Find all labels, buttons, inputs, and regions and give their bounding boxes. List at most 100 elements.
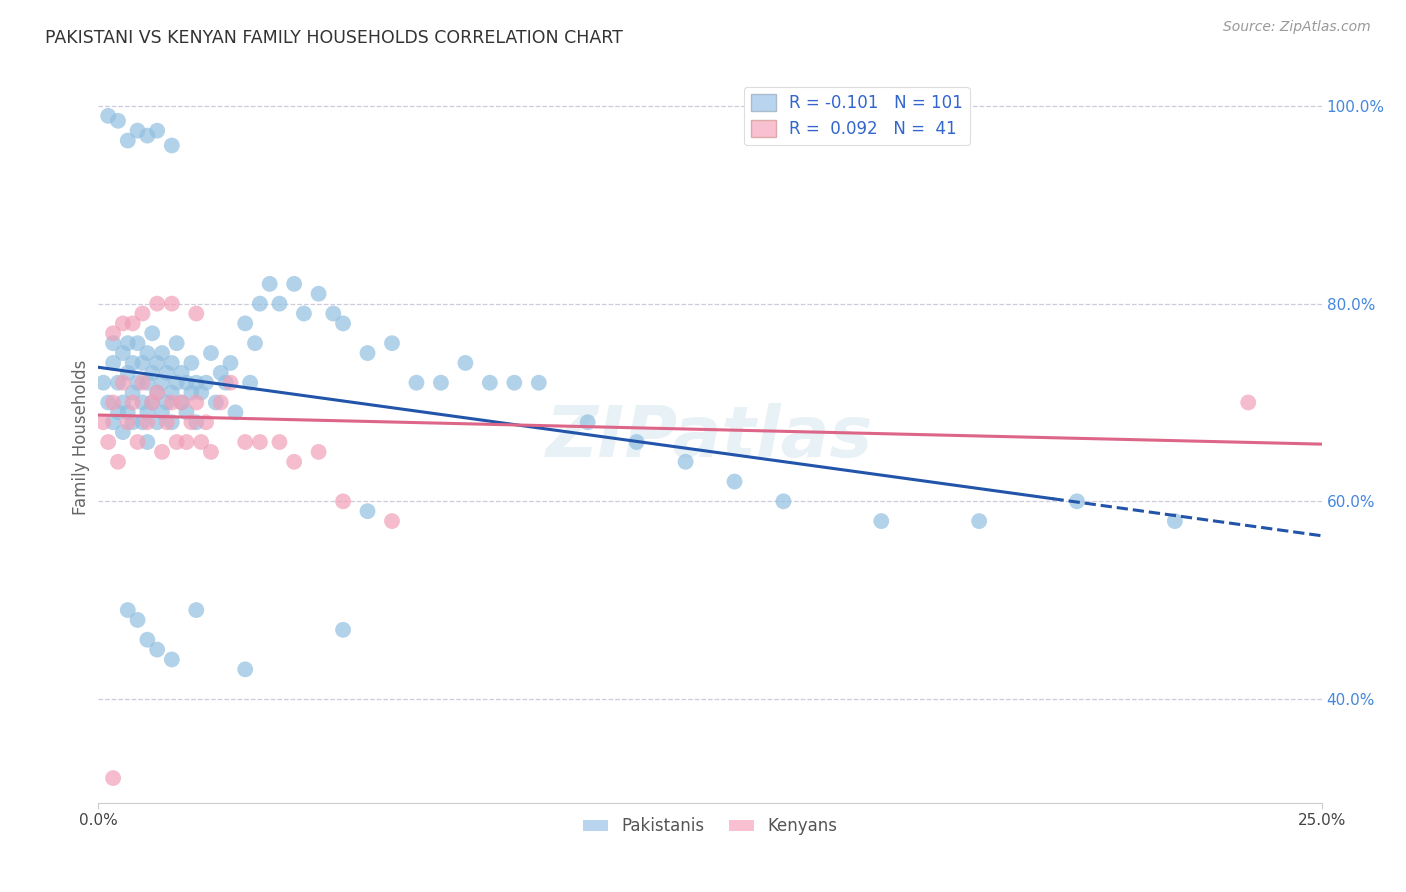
- Point: [381, 514, 404, 528]
- Point: [146, 385, 169, 400]
- Point: [170, 395, 193, 409]
- Point: [131, 306, 153, 320]
- Point: [121, 385, 143, 400]
- Point: [675, 455, 697, 469]
- Point: [186, 376, 208, 390]
- Point: [91, 415, 114, 429]
- Point: [97, 109, 120, 123]
- Point: [249, 296, 271, 310]
- Point: [249, 435, 271, 450]
- Point: [1066, 494, 1088, 508]
- Point: [478, 376, 501, 390]
- Point: [146, 385, 169, 400]
- Point: [107, 405, 129, 419]
- Point: [176, 405, 198, 419]
- Point: [121, 415, 143, 429]
- Point: [127, 435, 149, 450]
- Point: [150, 376, 173, 390]
- Point: [233, 435, 256, 450]
- Point: [146, 356, 169, 370]
- Point: [503, 376, 526, 390]
- Point: [117, 134, 139, 148]
- Point: [166, 435, 188, 450]
- Point: [170, 395, 193, 409]
- Point: [121, 395, 143, 409]
- Point: [233, 662, 256, 676]
- Text: ZIPatlas: ZIPatlas: [547, 402, 873, 472]
- Point: [111, 425, 134, 439]
- Point: [146, 123, 169, 137]
- Point: [259, 277, 281, 291]
- Point: [101, 356, 124, 370]
- Point: [156, 395, 179, 409]
- Point: [283, 277, 305, 291]
- Point: [233, 317, 256, 331]
- Point: [111, 346, 134, 360]
- Point: [209, 366, 232, 380]
- Point: [527, 376, 550, 390]
- Point: [186, 306, 208, 320]
- Point: [101, 771, 124, 785]
- Point: [127, 376, 149, 390]
- Point: [205, 395, 228, 409]
- Point: [166, 336, 188, 351]
- Point: [127, 336, 149, 351]
- Point: [117, 366, 139, 380]
- Text: PAKISTANI VS KENYAN FAMILY HOUSEHOLDS CORRELATION CHART: PAKISTANI VS KENYAN FAMILY HOUSEHOLDS CO…: [45, 29, 623, 46]
- Point: [141, 395, 163, 409]
- Point: [430, 376, 453, 390]
- Point: [107, 455, 129, 469]
- Point: [131, 395, 153, 409]
- Point: [117, 336, 139, 351]
- Point: [131, 376, 153, 390]
- Point: [117, 603, 139, 617]
- Point: [160, 296, 183, 310]
- Point: [136, 128, 159, 143]
- Point: [308, 286, 330, 301]
- Point: [200, 445, 222, 459]
- Point: [176, 435, 198, 450]
- Point: [160, 138, 183, 153]
- Point: [772, 494, 794, 508]
- Point: [101, 336, 124, 351]
- Point: [269, 435, 291, 450]
- Point: [160, 395, 183, 409]
- Point: [967, 514, 990, 528]
- Point: [243, 336, 266, 351]
- Point: [97, 435, 120, 450]
- Point: [322, 306, 344, 320]
- Point: [150, 346, 173, 360]
- Point: [146, 415, 169, 429]
- Point: [166, 376, 188, 390]
- Point: [1164, 514, 1187, 528]
- Point: [332, 494, 354, 508]
- Point: [107, 113, 129, 128]
- Point: [200, 346, 222, 360]
- Point: [219, 356, 242, 370]
- Point: [224, 405, 246, 419]
- Point: [127, 613, 149, 627]
- Point: [180, 415, 202, 429]
- Point: [356, 346, 378, 360]
- Point: [101, 415, 124, 429]
- Point: [150, 445, 173, 459]
- Point: [870, 514, 893, 528]
- Point: [131, 356, 153, 370]
- Point: [136, 376, 159, 390]
- Point: [141, 326, 163, 341]
- Point: [381, 336, 404, 351]
- Point: [292, 306, 315, 320]
- Point: [723, 475, 745, 489]
- Point: [156, 366, 179, 380]
- Legend: Pakistanis, Kenyans: Pakistanis, Kenyans: [576, 811, 844, 842]
- Point: [101, 395, 124, 409]
- Point: [107, 376, 129, 390]
- Point: [136, 415, 159, 429]
- Point: [332, 623, 354, 637]
- Point: [127, 123, 149, 137]
- Point: [576, 415, 599, 429]
- Point: [454, 356, 477, 370]
- Point: [111, 376, 134, 390]
- Point: [180, 356, 202, 370]
- Point: [141, 395, 163, 409]
